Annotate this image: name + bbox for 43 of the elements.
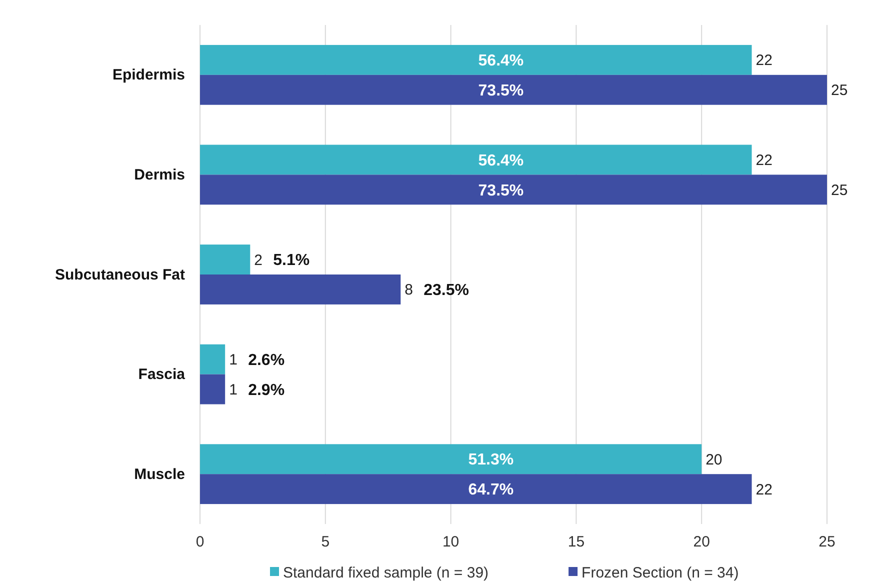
bar xyxy=(200,174,827,205)
data-label: 20 xyxy=(706,451,722,468)
y-tick-label: Epidermis xyxy=(112,66,185,84)
data-label: 22 xyxy=(756,52,772,70)
annotation: 73.5% xyxy=(478,182,524,200)
data-label: 25 xyxy=(831,82,848,100)
x-tick-label: 25 xyxy=(818,534,836,551)
annotation: 2.9% xyxy=(248,382,285,399)
y-tick-label: Dermis xyxy=(134,166,185,184)
legend-label: Frozen Section (n = 34) xyxy=(582,564,739,582)
x-tick-label: 15 xyxy=(568,534,585,551)
y-tick-label: Subcutaneous Fat xyxy=(54,266,185,284)
legend-label: Standard fixed sample (n = 39) xyxy=(283,564,489,582)
annotation: 56.4% xyxy=(478,52,524,70)
data-label: 22 xyxy=(756,481,772,498)
x-tick-label: 20 xyxy=(693,534,710,551)
data-label: 25 xyxy=(831,182,848,199)
y-tick-label: Fascia xyxy=(138,366,186,384)
bar xyxy=(200,444,702,474)
annotation: 5.1% xyxy=(273,252,310,270)
x-tick-label: 10 xyxy=(442,534,460,551)
data-label: 1 xyxy=(229,352,238,369)
bar xyxy=(200,144,752,175)
data-label: 22 xyxy=(756,152,772,169)
bar xyxy=(200,474,752,504)
data-label: 8 xyxy=(404,282,413,299)
y-tick-label: Muscle xyxy=(134,466,185,483)
annotation: 2.6% xyxy=(248,352,285,369)
annotation: 64.7% xyxy=(468,482,514,499)
bar xyxy=(200,374,226,404)
bar xyxy=(200,244,250,274)
data-label: 1 xyxy=(229,382,238,399)
x-tick-label: 0 xyxy=(196,534,204,551)
data-label: 2 xyxy=(254,252,263,269)
bar xyxy=(200,44,752,75)
annotation: 51.3% xyxy=(468,452,514,469)
annotation: 56.4% xyxy=(478,152,524,170)
x-tick-label: 5 xyxy=(321,534,330,551)
bar xyxy=(200,274,401,304)
annotation: 23.5% xyxy=(424,282,470,300)
bar xyxy=(200,344,226,374)
bar xyxy=(200,74,827,105)
annotation: 73.5% xyxy=(478,82,524,100)
